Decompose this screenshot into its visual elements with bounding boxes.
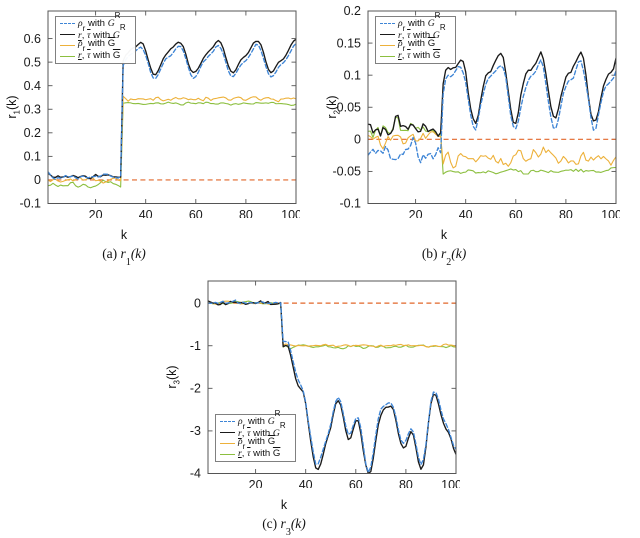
svg-text:60: 60 (509, 208, 523, 218)
svg-text:80: 80 (559, 208, 573, 218)
svg-text:0.6: 0.6 (24, 32, 41, 46)
svg-text:0.5: 0.5 (24, 55, 41, 69)
svg-text:0: 0 (354, 133, 361, 147)
svg-text:0: 0 (34, 173, 41, 187)
svg-text:-2: -2 (190, 382, 201, 396)
svg-text:0.2: 0.2 (24, 126, 41, 140)
svg-text:20: 20 (409, 208, 423, 218)
svg-text:0: 0 (194, 296, 201, 310)
svg-text:0.1: 0.1 (24, 150, 41, 164)
svg-text:40: 40 (299, 478, 313, 488)
svg-text:0.3: 0.3 (24, 102, 41, 116)
svg-text:80: 80 (239, 208, 253, 218)
svg-text:100: 100 (601, 208, 620, 218)
svg-text:0.4: 0.4 (24, 79, 41, 93)
svg-text:100: 100 (281, 208, 300, 218)
svg-text:60: 60 (349, 478, 363, 488)
svg-text:80: 80 (399, 478, 413, 488)
svg-text:40: 40 (139, 208, 153, 218)
svg-text:0.2: 0.2 (344, 4, 361, 18)
svg-text:20: 20 (89, 208, 103, 218)
svg-text:-0.1: -0.1 (19, 197, 41, 211)
svg-text:40: 40 (459, 208, 473, 218)
svg-text:-1: -1 (190, 339, 201, 353)
svg-text:-4: -4 (190, 467, 201, 481)
svg-text:20: 20 (249, 478, 263, 488)
svg-text:60: 60 (189, 208, 203, 218)
svg-text:-0.1: -0.1 (339, 197, 361, 211)
svg-text:0.1: 0.1 (344, 68, 361, 82)
svg-text:-3: -3 (190, 424, 201, 438)
svg-text:100: 100 (441, 478, 460, 488)
